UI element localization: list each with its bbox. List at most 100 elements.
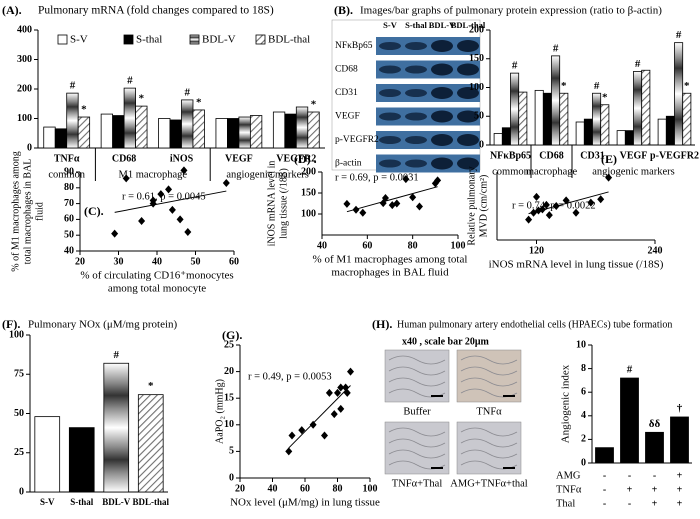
point [562, 196, 570, 205]
bar [66, 92, 79, 149]
x-tick-label: p-VEGFR2 [650, 150, 699, 161]
significance-mark: † [677, 403, 683, 415]
bar [284, 113, 297, 149]
legend-label: BDL-V [202, 34, 236, 46]
point [334, 388, 341, 397]
x-tick-label: 40 [268, 483, 278, 494]
y-tick-label: 75 [14, 369, 24, 380]
x-tick-label: BDL-thal [132, 497, 169, 507]
panel-label: (H). [372, 317, 392, 331]
significance-mark: # [627, 364, 633, 376]
significance-mark: * [196, 96, 202, 108]
bar [583, 118, 593, 146]
x-tick-label: 240 [648, 245, 663, 256]
bar [123, 87, 136, 149]
x-axis-label: among total monocyte [108, 283, 206, 295]
legend-swatch [189, 34, 200, 45]
x-tick-label: TNFα [54, 153, 80, 164]
point [393, 199, 401, 208]
y-tick-label: 200 [301, 166, 316, 177]
panel-label: (F). [2, 317, 20, 331]
x-tick-label: iNOS [170, 153, 194, 164]
point [122, 174, 130, 183]
x-tick-label: S-V [40, 497, 55, 507]
x-tick-label: 20 [235, 483, 245, 494]
micrograph-texture [460, 449, 518, 459]
y-axis-label: lung tissue (/18S) [278, 168, 289, 239]
blot-band [457, 157, 479, 170]
point [285, 447, 293, 456]
y-tick-label: 100 [301, 208, 316, 219]
y-tick-label: 10 [224, 419, 234, 430]
point [309, 420, 317, 429]
bar [169, 119, 182, 149]
point [168, 205, 176, 214]
bar [600, 104, 610, 146]
blot-band [379, 136, 401, 144]
treatment-sign: - [603, 470, 606, 481]
trend-line [114, 190, 227, 213]
x-axis-label: NOx level (μM/mg) in lung tissue [230, 497, 380, 509]
group-label: M1 macrophage [119, 169, 188, 180]
y-tick-label: 20 [224, 366, 234, 377]
significance-mark: * [81, 104, 87, 116]
x-tick-label: S-thal [70, 497, 94, 507]
micrograph-texture [388, 438, 446, 448]
micrograph-texture [388, 427, 446, 437]
blot-row-label: β-actin [335, 159, 362, 169]
blot-band [457, 110, 479, 123]
significance-mark: # [184, 86, 190, 98]
point [330, 410, 338, 419]
y-tick-label: 100 [9, 329, 24, 340]
blot-band [457, 134, 479, 146]
point [434, 176, 442, 185]
image-caption: TNFα [476, 406, 502, 417]
significance-mark: δδ [649, 418, 661, 430]
blot-row-label: p-VEGFR2 [335, 135, 379, 145]
x-tick-label: 40 [317, 240, 327, 251]
bar [135, 105, 148, 149]
y-tick-label: 10 [576, 339, 586, 350]
bar [215, 118, 228, 149]
y-axis-label: total macrophages in BAL [22, 159, 33, 265]
bar [592, 92, 602, 146]
group-label: angiogenic markers [226, 169, 309, 180]
legend-label: BDL-thal [268, 34, 310, 46]
blot-band [379, 65, 401, 74]
blot-row-label: NFκBp65 [335, 41, 373, 51]
bar [192, 109, 205, 149]
blot-band [405, 65, 427, 74]
blot-band [431, 63, 453, 76]
bar [181, 99, 194, 149]
y-tick-label: 400 [17, 24, 32, 35]
x-axis-label: % of circulating CD16⁺monocytes [80, 270, 233, 282]
point [352, 205, 360, 214]
point [343, 199, 351, 208]
bar [100, 113, 114, 149]
y-tick-label: 60 [64, 214, 74, 225]
blot-band [379, 159, 401, 168]
bar [633, 71, 643, 146]
point [111, 229, 119, 238]
y-tick-label: 2 [581, 434, 586, 445]
point [402, 175, 410, 184]
point [176, 215, 184, 224]
annotation: r = 0.61, p = 0.0045 [122, 191, 206, 202]
chart-title: Human pulmonary artery endothelial cells… [397, 319, 672, 330]
y-axis-label: MVD (cm/cm²) [478, 175, 489, 238]
image-note: x40 , scale bar 20μm [402, 336, 490, 347]
legend-label: S-V [70, 34, 88, 46]
x-tick-label: CD68 [539, 150, 563, 161]
bar [641, 69, 651, 146]
blot-strip [376, 131, 480, 149]
x-axis-label: macrophages in BAL fluid [331, 267, 449, 279]
panel-label: (B). [334, 3, 353, 17]
group-label: common [492, 166, 529, 177]
point [525, 215, 533, 224]
y-tick-label: 40 [64, 245, 74, 256]
y-tick-label: 200 [17, 83, 32, 94]
bar [616, 130, 626, 146]
blot-band [405, 159, 427, 168]
x-axis-label: iNOS mRNA level in lung tissue (/18S) [489, 259, 664, 271]
point [552, 202, 560, 210]
